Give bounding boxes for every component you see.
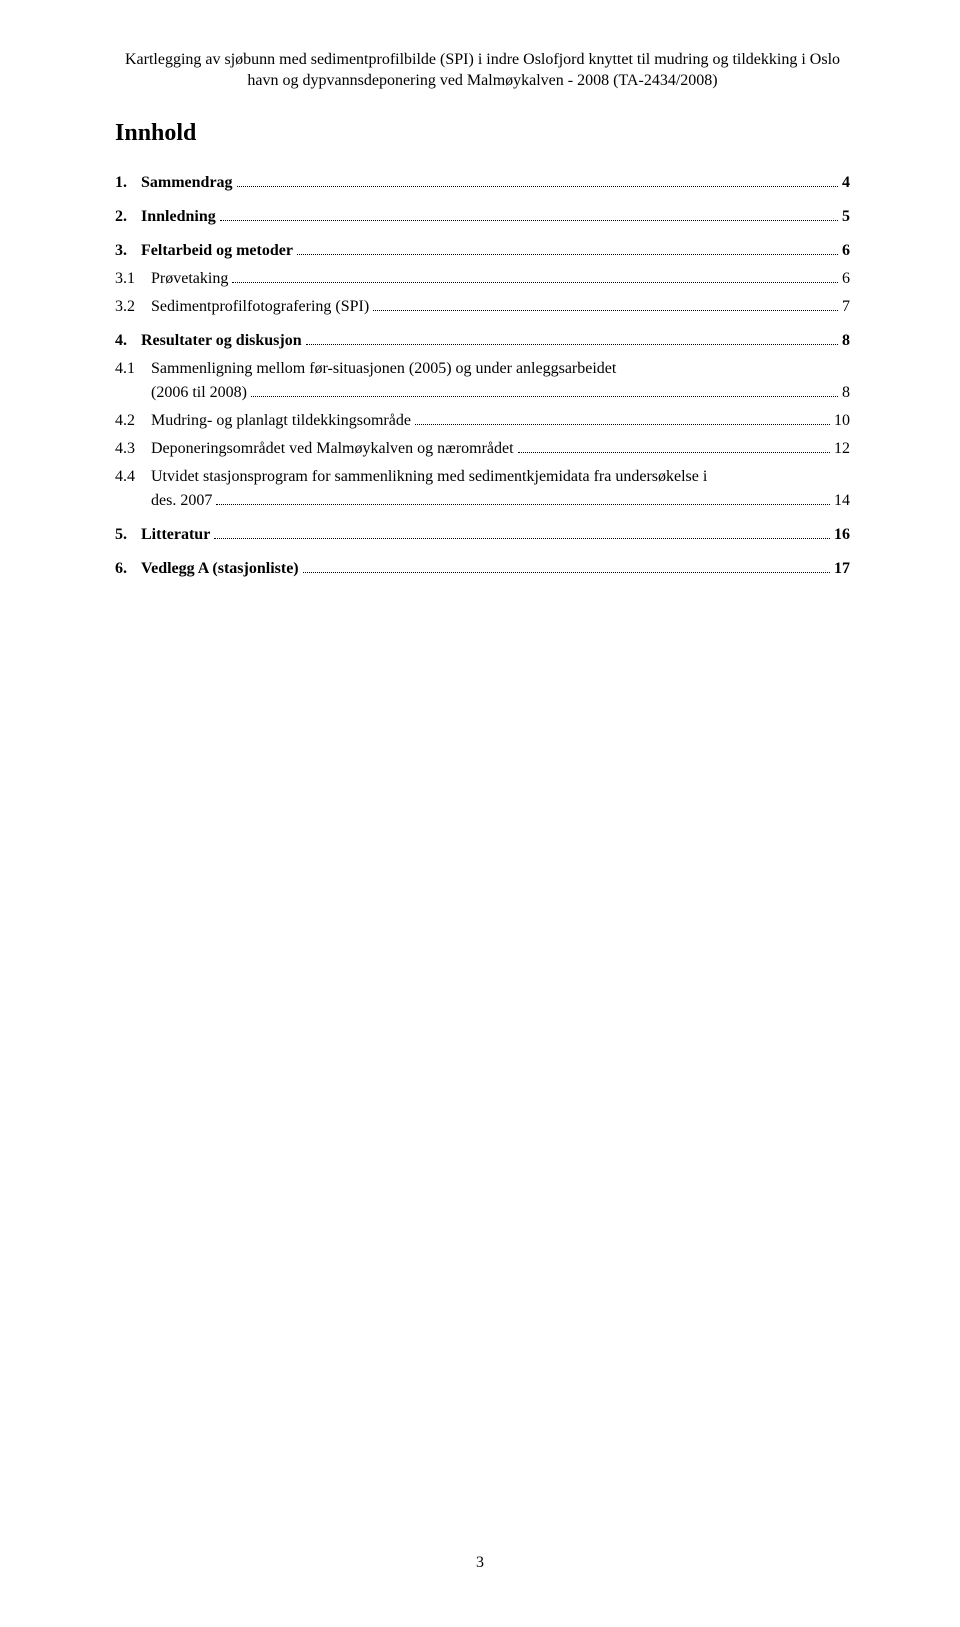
toc-label-continuation: (2006 til 2008) [151, 381, 247, 405]
toc-entry: 1.Sammendrag 4 [115, 171, 850, 195]
toc-page: 17 [834, 557, 850, 581]
toc-page: 8 [842, 329, 850, 353]
toc-number: 3.1 [115, 267, 151, 291]
toc-entry: 4.2Mudring- og planlagt tildekkingsområd… [115, 409, 850, 433]
toc-page: 6 [842, 267, 850, 291]
table-of-contents: 1.Sammendrag 4 2.Innledning 5 3.Feltarbeid o… [115, 171, 850, 581]
toc-number: 1. [115, 171, 141, 195]
toc-label: Vedlegg A (stasjonliste) [141, 557, 299, 581]
toc-leader-dots [232, 282, 838, 283]
toc-label: Sedimentprofilfotografering (SPI) [151, 295, 369, 319]
toc-page: 14 [834, 489, 850, 513]
toc-leader-dots [216, 504, 830, 505]
toc-entry: 4.Resultater og diskusjon 8 [115, 329, 850, 353]
toc-number: 4.2 [115, 409, 151, 433]
toc-label: Innledning [141, 205, 216, 229]
toc-page: 8 [842, 381, 850, 405]
toc-label: Mudring- og planlagt tildekkingsområde [151, 409, 411, 433]
toc-label: Resultater og diskusjon [141, 329, 302, 353]
toc-number: 5. [115, 523, 141, 547]
toc-page: 12 [834, 437, 850, 461]
toc-leader-dots [518, 452, 830, 453]
toc-label: Prøvetaking [151, 267, 228, 291]
header-line-2: havn og dypvannsdeponering ved Malmøykal… [115, 71, 850, 92]
toc-leader-dots [237, 186, 838, 187]
toc-label: Deponeringsområdet ved Malmøykalven og n… [151, 437, 514, 461]
toc-number: 6. [115, 557, 141, 581]
toc-number: 4.3 [115, 437, 151, 461]
toc-leader-dots [303, 572, 830, 573]
toc-page: 6 [842, 239, 850, 263]
toc-entry: 5.Litteratur 16 [115, 523, 850, 547]
toc-leader-dots [306, 344, 838, 345]
toc-leader-dots [373, 310, 838, 311]
toc-leader-dots [297, 254, 838, 255]
toc-leader-dots [214, 538, 830, 539]
toc-number: 4.4 [115, 465, 151, 489]
page-number: 3 [0, 1554, 960, 1572]
toc-entry: 4.3Deponeringsområdet ved Malmøykalven o… [115, 437, 850, 461]
toc-label: Litteratur [141, 523, 210, 547]
toc-entry: 4.1Sammenligning mellom før-situasjonen … [115, 357, 850, 405]
toc-entry: 4.4Utvidet stasjonsprogram for sammenlik… [115, 465, 850, 513]
toc-label-continuation: des. 2007 [151, 489, 212, 513]
toc-entry: 3.2Sedimentprofilfotografering (SPI) 7 [115, 295, 850, 319]
toc-number: 4.1 [115, 357, 151, 381]
toc-number: 2. [115, 205, 141, 229]
toc-leader-dots [220, 220, 838, 221]
toc-entry: 3.Feltarbeid og metoder 6 [115, 239, 850, 263]
toc-entry: 3.1Prøvetaking 6 [115, 267, 850, 291]
page-title: Innhold [115, 120, 850, 147]
toc-label: Sammendrag [141, 171, 233, 195]
toc-page: 10 [834, 409, 850, 433]
toc-number: 4. [115, 329, 141, 353]
toc-label: Feltarbeid og metoder [141, 239, 293, 263]
toc-page: 5 [842, 205, 850, 229]
toc-label: Sammenligning mellom før-situasjonen (20… [151, 357, 616, 381]
toc-entry: 6.Vedlegg A (stasjonliste) 17 [115, 557, 850, 581]
toc-number: 3.2 [115, 295, 151, 319]
header-line-1: Kartlegging av sjøbunn med sedimentprofi… [115, 50, 850, 71]
toc-leader-dots [251, 396, 838, 397]
toc-number: 3. [115, 239, 141, 263]
toc-leader-dots [415, 424, 830, 425]
toc-page: 16 [834, 523, 850, 547]
toc-page: 4 [842, 171, 850, 195]
toc-page: 7 [842, 295, 850, 319]
toc-entry: 2.Innledning 5 [115, 205, 850, 229]
toc-label: Utvidet stasjonsprogram for sammenliknin… [151, 465, 707, 489]
page-header: Kartlegging av sjøbunn med sedimentprofi… [115, 50, 850, 92]
